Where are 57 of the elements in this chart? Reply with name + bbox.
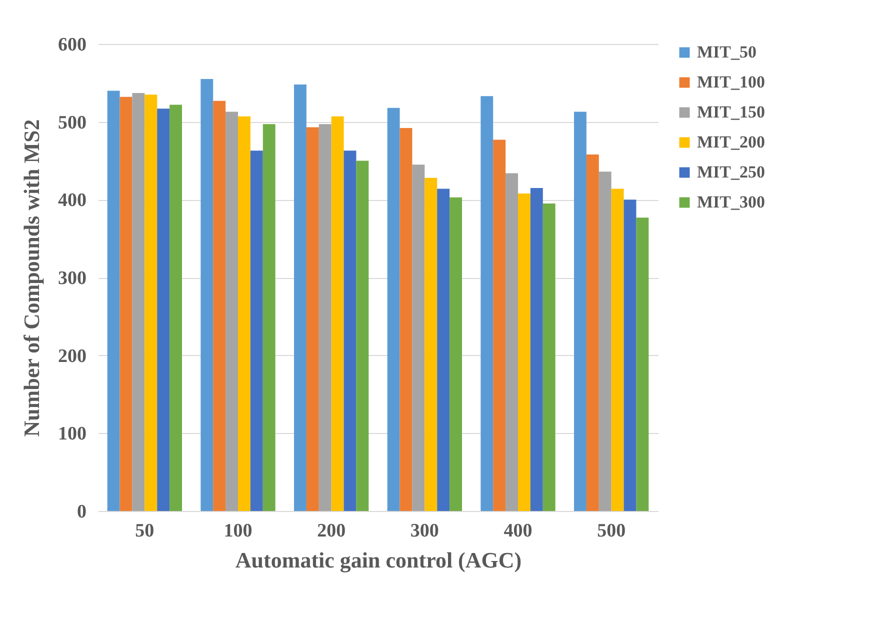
bar	[424, 178, 438, 511]
bar	[238, 116, 250, 511]
bar	[450, 197, 462, 511]
y-tick-label: 400	[58, 190, 86, 212]
bar	[506, 173, 518, 511]
y-axis-title: Number of Compounds with MS2	[19, 119, 44, 437]
bar	[344, 150, 356, 511]
bar	[294, 84, 306, 511]
bar	[318, 124, 332, 511]
x-tick-label: 300	[410, 520, 439, 542]
bar	[493, 140, 506, 511]
y-tick-label: 600	[58, 34, 86, 56]
bar	[144, 94, 158, 511]
y-tick-label: 100	[58, 424, 86, 445]
bar	[624, 200, 636, 511]
bar	[250, 150, 263, 511]
bar	[306, 127, 319, 511]
y-tick-label: 300	[58, 268, 86, 289]
bar	[170, 104, 182, 511]
bar	[213, 100, 226, 511]
x-axis-title: Automatic gain control (AGC)	[235, 548, 522, 572]
y-tick-label: 0	[77, 502, 86, 522]
bar	[226, 112, 238, 511]
y-tick-label: 200	[58, 346, 86, 367]
x-tick-label: 500	[597, 520, 626, 542]
legend-label: MIT_50	[697, 42, 756, 62]
bar	[400, 128, 412, 511]
x-tick-label: 100	[224, 520, 252, 542]
bar	[542, 204, 556, 511]
bar	[120, 96, 132, 511]
legend-label: MIT_250	[697, 162, 765, 182]
bar	[387, 108, 400, 511]
bar	[598, 172, 612, 511]
bar	[574, 112, 586, 511]
bar	[480, 96, 494, 511]
legend-label: MIT_150	[697, 102, 765, 122]
bar	[412, 164, 425, 511]
bar	[107, 90, 120, 511]
x-tick-label: 200	[317, 520, 346, 542]
bar	[636, 218, 649, 511]
bar	[132, 93, 145, 511]
legend-label: MIT_200	[697, 132, 765, 152]
bar	[157, 108, 170, 511]
bar	[530, 188, 543, 511]
bar	[200, 79, 214, 511]
bar	[586, 154, 599, 511]
bar	[262, 124, 276, 511]
bar	[356, 160, 369, 511]
bar	[331, 116, 344, 511]
bar	[611, 188, 624, 511]
bar	[518, 193, 530, 511]
x-tick-label: 50	[135, 520, 154, 542]
bar	[437, 188, 450, 511]
y-tick-label: 500	[58, 112, 86, 134]
legend-label: MIT_100	[697, 72, 765, 92]
x-tick-label: 400	[504, 520, 532, 542]
legend-label: MIT_300	[697, 192, 765, 212]
